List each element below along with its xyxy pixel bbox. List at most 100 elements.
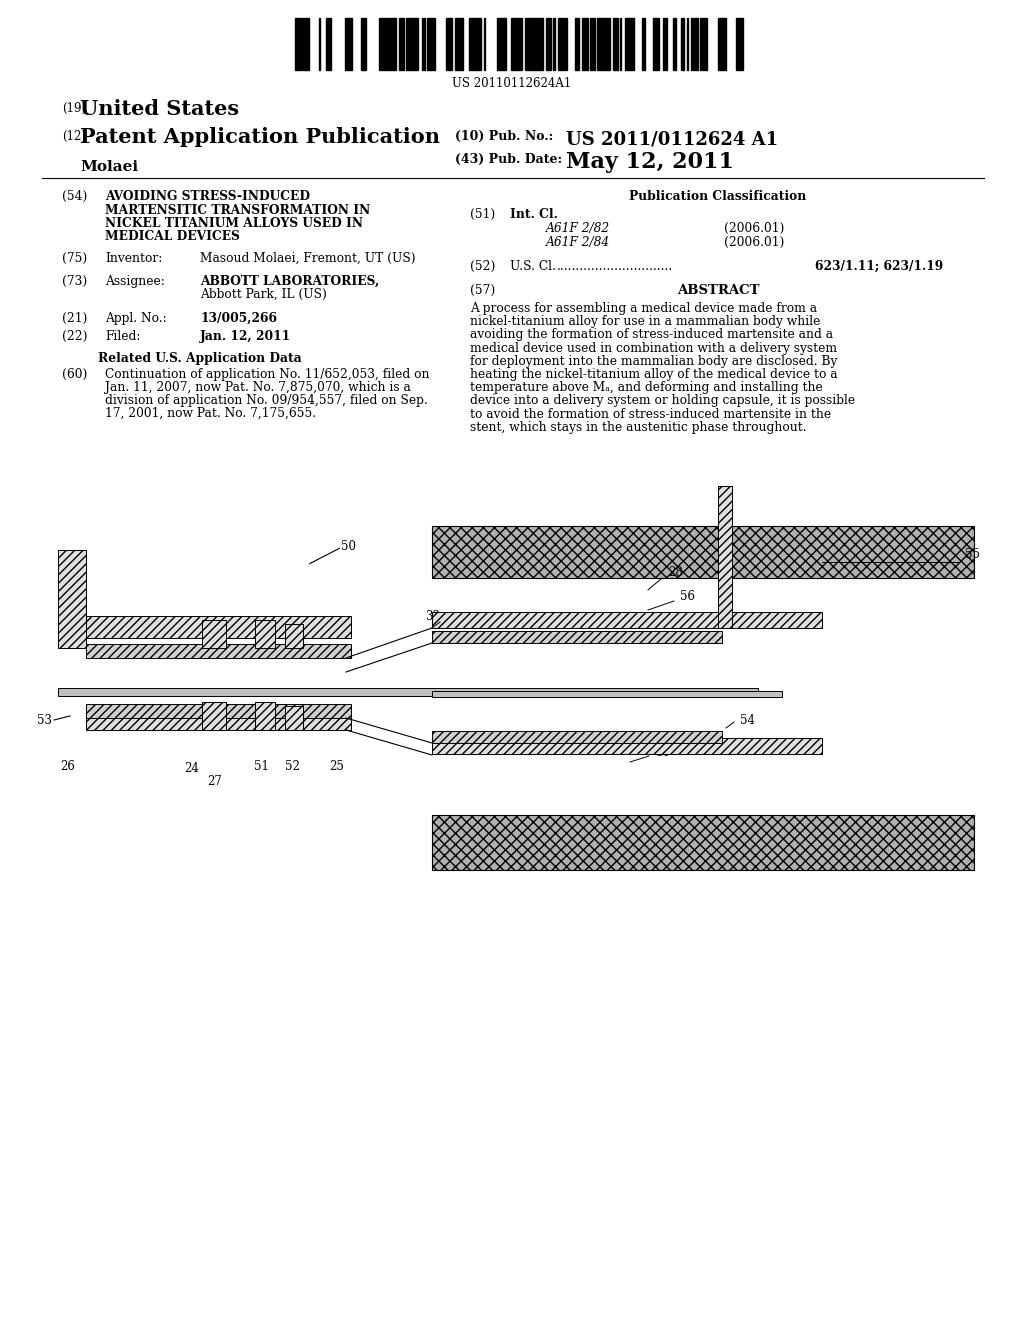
- Bar: [432, 731, 722, 743]
- Text: Masoud Molaei, Fremont, UT (US): Masoud Molaei, Fremont, UT (US): [200, 252, 416, 265]
- Text: Patent Application Publication: Patent Application Publication: [80, 127, 440, 147]
- Text: A61F 2/84: A61F 2/84: [546, 236, 610, 249]
- Bar: [719, 18, 723, 70]
- Bar: [687, 18, 688, 70]
- Bar: [497, 18, 500, 70]
- Text: A process for assembling a medical device made from a: A process for assembling a medical devic…: [470, 302, 817, 315]
- Text: 25: 25: [330, 760, 344, 774]
- Bar: [86, 708, 351, 730]
- Bar: [303, 18, 306, 70]
- Bar: [86, 704, 351, 718]
- Bar: [406, 18, 410, 70]
- Text: avoiding the formation of stress-induced martensite and a: avoiding the formation of stress-induced…: [470, 329, 834, 342]
- Bar: [654, 18, 659, 70]
- Bar: [427, 18, 428, 70]
- Text: 30: 30: [655, 746, 670, 759]
- Bar: [295, 18, 298, 70]
- Text: (22): (22): [62, 330, 87, 343]
- Bar: [519, 18, 522, 70]
- Bar: [480, 18, 481, 70]
- Bar: [306, 18, 309, 70]
- Bar: [738, 18, 743, 70]
- Bar: [431, 18, 432, 70]
- Bar: [673, 18, 676, 70]
- Text: 56: 56: [680, 590, 695, 603]
- Text: 13/005,266: 13/005,266: [200, 312, 278, 325]
- Bar: [380, 18, 385, 70]
- Text: A61F 2/82: A61F 2/82: [546, 222, 610, 235]
- Text: 53: 53: [37, 714, 52, 726]
- Bar: [620, 18, 622, 70]
- Bar: [558, 18, 562, 70]
- Text: (54): (54): [62, 190, 87, 203]
- Bar: [511, 18, 512, 70]
- Bar: [474, 18, 478, 70]
- Bar: [285, 624, 303, 648]
- Text: (2006.01): (2006.01): [724, 236, 784, 249]
- Bar: [664, 18, 668, 70]
- Text: Jan. 11, 2007, now Pat. No. 7,875,070, which is a: Jan. 11, 2007, now Pat. No. 7,875,070, w…: [105, 381, 411, 393]
- Bar: [432, 690, 782, 697]
- Bar: [393, 18, 394, 70]
- Bar: [432, 814, 974, 870]
- Text: ABBOTT LABORATORIES,: ABBOTT LABORATORIES,: [200, 275, 379, 288]
- Text: MEDICAL DEVICES: MEDICAL DEVICES: [105, 231, 240, 243]
- Bar: [694, 18, 696, 70]
- Text: Related U.S. Application Data: Related U.S. Application Data: [98, 352, 302, 366]
- Text: May 12, 2011: May 12, 2011: [566, 150, 734, 173]
- Bar: [607, 18, 608, 70]
- Bar: [459, 18, 462, 70]
- Bar: [691, 18, 692, 70]
- Bar: [387, 18, 389, 70]
- Bar: [653, 18, 654, 70]
- Bar: [565, 18, 566, 70]
- Text: (60): (60): [62, 368, 87, 381]
- Text: ..............................: ..............................: [557, 260, 673, 273]
- Text: (12): (12): [62, 129, 86, 143]
- Text: (75): (75): [62, 252, 87, 265]
- Bar: [202, 702, 226, 730]
- Bar: [612, 18, 614, 70]
- Bar: [385, 18, 386, 70]
- Text: Filed:: Filed:: [105, 330, 140, 343]
- Text: stent, which stays in the austenitic phase throughout.: stent, which stays in the austenitic pha…: [470, 421, 807, 434]
- Text: ABSTRACT: ABSTRACT: [677, 284, 759, 297]
- Bar: [456, 18, 459, 70]
- Bar: [626, 18, 630, 70]
- Bar: [255, 702, 275, 730]
- Text: 55: 55: [965, 549, 980, 561]
- Bar: [614, 18, 618, 70]
- Bar: [504, 18, 507, 70]
- Bar: [326, 18, 329, 70]
- Text: Continuation of application No. 11/652,053, filed on: Continuation of application No. 11/652,0…: [105, 368, 429, 381]
- Text: heating the nickel-titanium alloy of the medical device to a: heating the nickel-titanium alloy of the…: [470, 368, 838, 381]
- Bar: [432, 612, 822, 628]
- Bar: [473, 18, 474, 70]
- Text: to avoid the formation of stress-induced martensite in the: to avoid the formation of stress-induced…: [470, 408, 831, 421]
- Bar: [699, 18, 703, 70]
- Bar: [597, 18, 601, 70]
- Bar: [553, 18, 555, 70]
- Bar: [528, 18, 530, 70]
- Bar: [432, 525, 974, 578]
- Bar: [329, 18, 332, 70]
- Bar: [644, 18, 645, 70]
- Text: device into a delivery system or holding capsule, it is possible: device into a delivery system or holding…: [470, 395, 855, 408]
- Bar: [562, 18, 564, 70]
- Text: US 2011/0112624 A1: US 2011/0112624 A1: [566, 129, 778, 148]
- Text: (52): (52): [470, 260, 496, 273]
- Bar: [58, 688, 758, 696]
- Bar: [428, 18, 431, 70]
- Bar: [379, 18, 380, 70]
- Bar: [736, 18, 738, 70]
- Bar: [718, 486, 732, 628]
- Text: Appl. No.:: Appl. No.:: [105, 312, 167, 325]
- Bar: [432, 631, 722, 643]
- Bar: [285, 706, 303, 730]
- Text: (43) Pub. Date:: (43) Pub. Date:: [455, 153, 562, 166]
- Text: 24: 24: [184, 762, 200, 775]
- Bar: [462, 18, 463, 70]
- Bar: [542, 18, 543, 70]
- Text: 33: 33: [425, 610, 440, 623]
- Bar: [318, 18, 321, 70]
